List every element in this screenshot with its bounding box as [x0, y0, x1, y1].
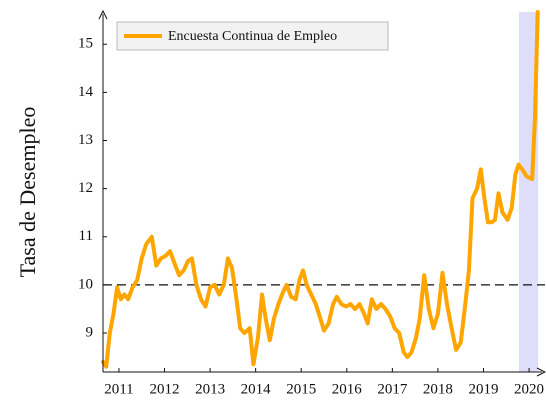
x-tick-label: 2020 — [514, 381, 544, 397]
legend-box — [116, 21, 389, 51]
x-tick-label: 2017 — [377, 381, 408, 397]
y-tick-label: 11 — [79, 228, 93, 244]
x-axis-arrow — [536, 367, 546, 377]
x-tick-label: 2013 — [195, 381, 225, 397]
y-tick-label: 13 — [78, 132, 93, 148]
plot-area — [101, 10, 545, 372]
x-tick-label: 2016 — [332, 381, 363, 397]
y-tick-label: 10 — [78, 276, 93, 292]
x-tick-label: 2018 — [423, 381, 453, 397]
legend-label: Encuesta Continua de Empleo — [168, 29, 337, 44]
y-axis-arrow — [98, 9, 108, 20]
y-axis-label: Tasa de Desempleo — [15, 107, 40, 278]
y-tick-label: 15 — [78, 36, 93, 52]
x-tick-label: 2019 — [468, 381, 498, 397]
x-tick-label: 2015 — [286, 381, 316, 397]
y-tick-label: 14 — [78, 84, 94, 100]
legend: Encuesta Continua de Empleo — [116, 21, 389, 51]
x-tick-label: 2011 — [104, 381, 133, 397]
x-tick-label: 2014 — [241, 381, 272, 397]
y-tick-label: 9 — [86, 324, 94, 340]
y-tick-label: 12 — [78, 180, 93, 196]
x-tick-label: 2012 — [150, 381, 180, 397]
series-line — [101, 10, 540, 369]
